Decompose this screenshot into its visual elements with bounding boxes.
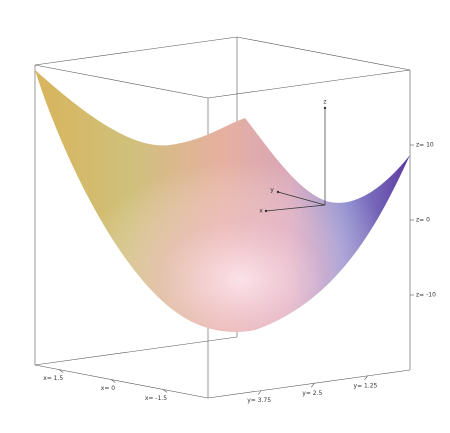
z-tick-label: z= 10 bbox=[416, 142, 434, 149]
z-tick-label: z= -10 bbox=[416, 292, 436, 299]
x-tick bbox=[162, 389, 168, 393]
z-axis-arrow-label: z bbox=[323, 99, 326, 106]
x-tick bbox=[59, 369, 64, 373]
y-tick-label: y= 1.25 bbox=[354, 382, 378, 389]
axes: x= 1.5 x= 0 x= -1.5 y= 3.75 y= 2.5 y= 1.25 z= … bbox=[43, 99, 436, 405]
x-axis-arrow-label: x bbox=[259, 208, 263, 215]
box-edge bbox=[207, 69, 411, 99]
z-axis-arrow-head bbox=[323, 106, 327, 110]
x-tick bbox=[110, 379, 116, 383]
y-tick bbox=[364, 375, 368, 381]
x-tick-label: x= -1.5 bbox=[145, 395, 167, 402]
surface-highlight bbox=[35, 70, 410, 332]
box-edge bbox=[34, 364, 209, 399]
box-edge bbox=[34, 336, 238, 366]
y-tick-label: y= 3.75 bbox=[247, 397, 271, 404]
y-axis-arrow bbox=[277, 191, 326, 206]
box-edge bbox=[236, 36, 411, 71]
box-edge bbox=[207, 369, 411, 399]
box-edge bbox=[34, 64, 209, 99]
z-tick-label: z= 0 bbox=[416, 217, 430, 224]
x-tick-label: x= 1.5 bbox=[43, 375, 63, 382]
x-axis-arrow-head bbox=[264, 209, 268, 213]
y-axis-arrow-label: y bbox=[270, 187, 274, 194]
y-axis-arrow-head bbox=[276, 190, 280, 194]
y-tick bbox=[257, 390, 262, 395]
x-axis-arrow bbox=[265, 204, 326, 212]
box bbox=[34, 36, 411, 399]
y-tick bbox=[311, 383, 315, 388]
box-edge bbox=[34, 36, 238, 66]
y-tick-label: y= 2.5 bbox=[302, 390, 322, 397]
x-tick-label: x= 0 bbox=[101, 385, 115, 392]
